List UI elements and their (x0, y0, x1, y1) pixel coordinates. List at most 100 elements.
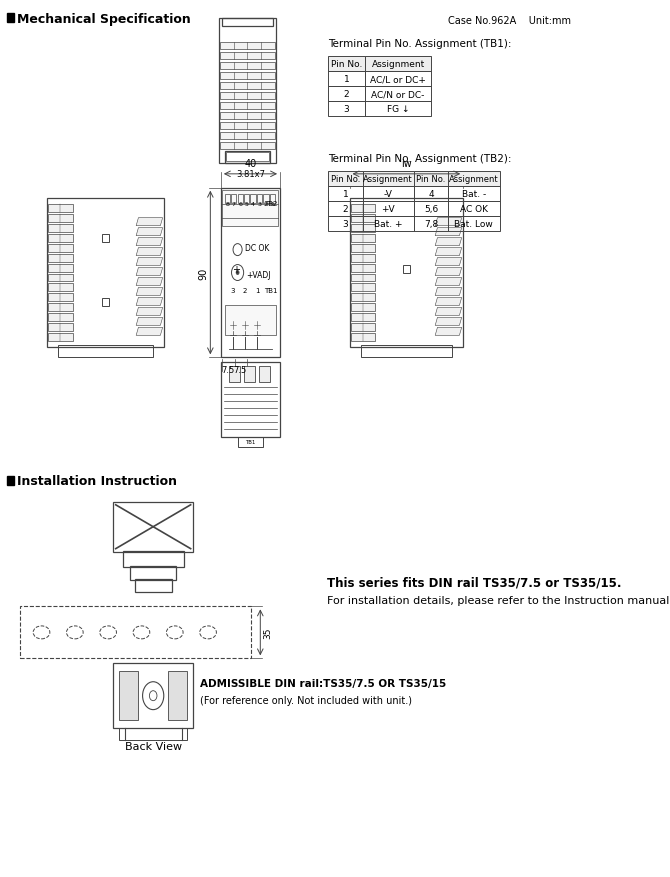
Text: 2: 2 (342, 204, 348, 213)
Text: Terminal Pin No. Assignment (TB2):: Terminal Pin No. Assignment (TB2): (328, 153, 512, 164)
Bar (364, 72, 431, 87)
Text: 90: 90 (198, 267, 208, 280)
Polygon shape (136, 278, 163, 286)
Bar (220, 132, 275, 139)
Bar (58, 346, 153, 358)
Text: 8: 8 (225, 202, 229, 206)
Bar (48, 275, 72, 282)
Bar (414, 217, 448, 232)
Polygon shape (136, 289, 163, 296)
Bar (364, 102, 431, 117)
Bar (113, 503, 193, 552)
Polygon shape (136, 268, 163, 276)
Text: Mechanical Specification: Mechanical Specification (17, 13, 190, 25)
Bar (351, 234, 375, 242)
Bar (48, 294, 72, 302)
Text: +V: +V (381, 204, 395, 213)
Text: Bat. +: Bat. + (374, 219, 403, 228)
Text: AC/L or DC+: AC/L or DC+ (370, 75, 426, 84)
Polygon shape (136, 218, 163, 226)
Polygon shape (136, 239, 163, 246)
Text: 1: 1 (342, 189, 348, 198)
Bar (48, 245, 72, 253)
Text: 3: 3 (342, 219, 348, 228)
Text: 5: 5 (245, 202, 249, 206)
Polygon shape (436, 259, 462, 267)
Text: TB1: TB1 (245, 440, 256, 445)
Bar (102, 299, 109, 307)
Polygon shape (436, 268, 462, 276)
Text: +: + (232, 264, 240, 275)
Text: 5,6: 5,6 (424, 204, 438, 213)
Bar (351, 245, 375, 253)
Text: 7.5: 7.5 (221, 366, 234, 374)
Text: -V: -V (384, 189, 393, 198)
Bar (351, 254, 375, 262)
Bar (257, 195, 262, 203)
Bar (221, 363, 280, 438)
Bar (220, 123, 275, 130)
Bar (48, 304, 72, 312)
Bar (251, 195, 256, 203)
Bar (222, 19, 273, 27)
Bar (224, 152, 270, 164)
Bar (168, 672, 187, 720)
Bar (7, 476, 13, 485)
Text: DC OK: DC OK (245, 244, 269, 253)
Polygon shape (436, 239, 462, 246)
Text: 6: 6 (239, 202, 242, 206)
Bar (351, 314, 375, 322)
Bar (270, 195, 275, 203)
Bar (228, 367, 240, 382)
Bar (220, 53, 275, 61)
Bar (48, 204, 72, 212)
Bar (102, 235, 109, 243)
Polygon shape (136, 259, 163, 267)
Text: 2: 2 (243, 289, 247, 294)
Bar (414, 172, 448, 187)
Bar (48, 254, 72, 262)
Text: Bat. Low: Bat. Low (454, 219, 493, 228)
Bar (328, 172, 362, 187)
Text: Assignment: Assignment (371, 61, 425, 69)
Polygon shape (436, 289, 462, 296)
Text: AC OK: AC OK (460, 204, 488, 213)
Bar (351, 225, 375, 232)
Bar (351, 215, 375, 223)
Bar (238, 195, 243, 203)
Polygon shape (436, 248, 462, 256)
Text: This series fits DIN rail TS35/7.5 or TS35/15.: This series fits DIN rail TS35/7.5 or TS… (327, 575, 621, 588)
Bar (351, 324, 375, 332)
Text: 35: 35 (263, 627, 272, 638)
Bar (328, 57, 364, 72)
Bar (351, 264, 375, 272)
Bar (48, 334, 72, 342)
Bar (220, 113, 275, 120)
Bar (244, 195, 249, 203)
Bar (47, 198, 164, 348)
Bar (351, 304, 375, 312)
Polygon shape (136, 328, 163, 336)
Text: Back View: Back View (125, 741, 182, 752)
Bar (220, 73, 275, 80)
Text: For installation details, please refer to the Instruction manual.: For installation details, please refer t… (327, 595, 670, 606)
Bar (328, 72, 364, 87)
Bar (448, 187, 500, 202)
Bar (351, 294, 375, 302)
Bar (362, 172, 414, 187)
Polygon shape (436, 298, 462, 306)
Bar (362, 217, 414, 232)
Bar (364, 57, 431, 72)
Text: 1: 1 (255, 289, 259, 294)
Bar (448, 217, 500, 232)
Bar (403, 265, 410, 274)
Bar (48, 225, 72, 232)
Bar (350, 198, 463, 348)
Text: 3: 3 (230, 289, 235, 294)
Bar (224, 195, 230, 203)
Text: Assignment: Assignment (449, 175, 498, 183)
Text: 2: 2 (264, 202, 268, 206)
Bar (448, 202, 500, 217)
Polygon shape (436, 228, 462, 237)
Bar (448, 172, 500, 187)
